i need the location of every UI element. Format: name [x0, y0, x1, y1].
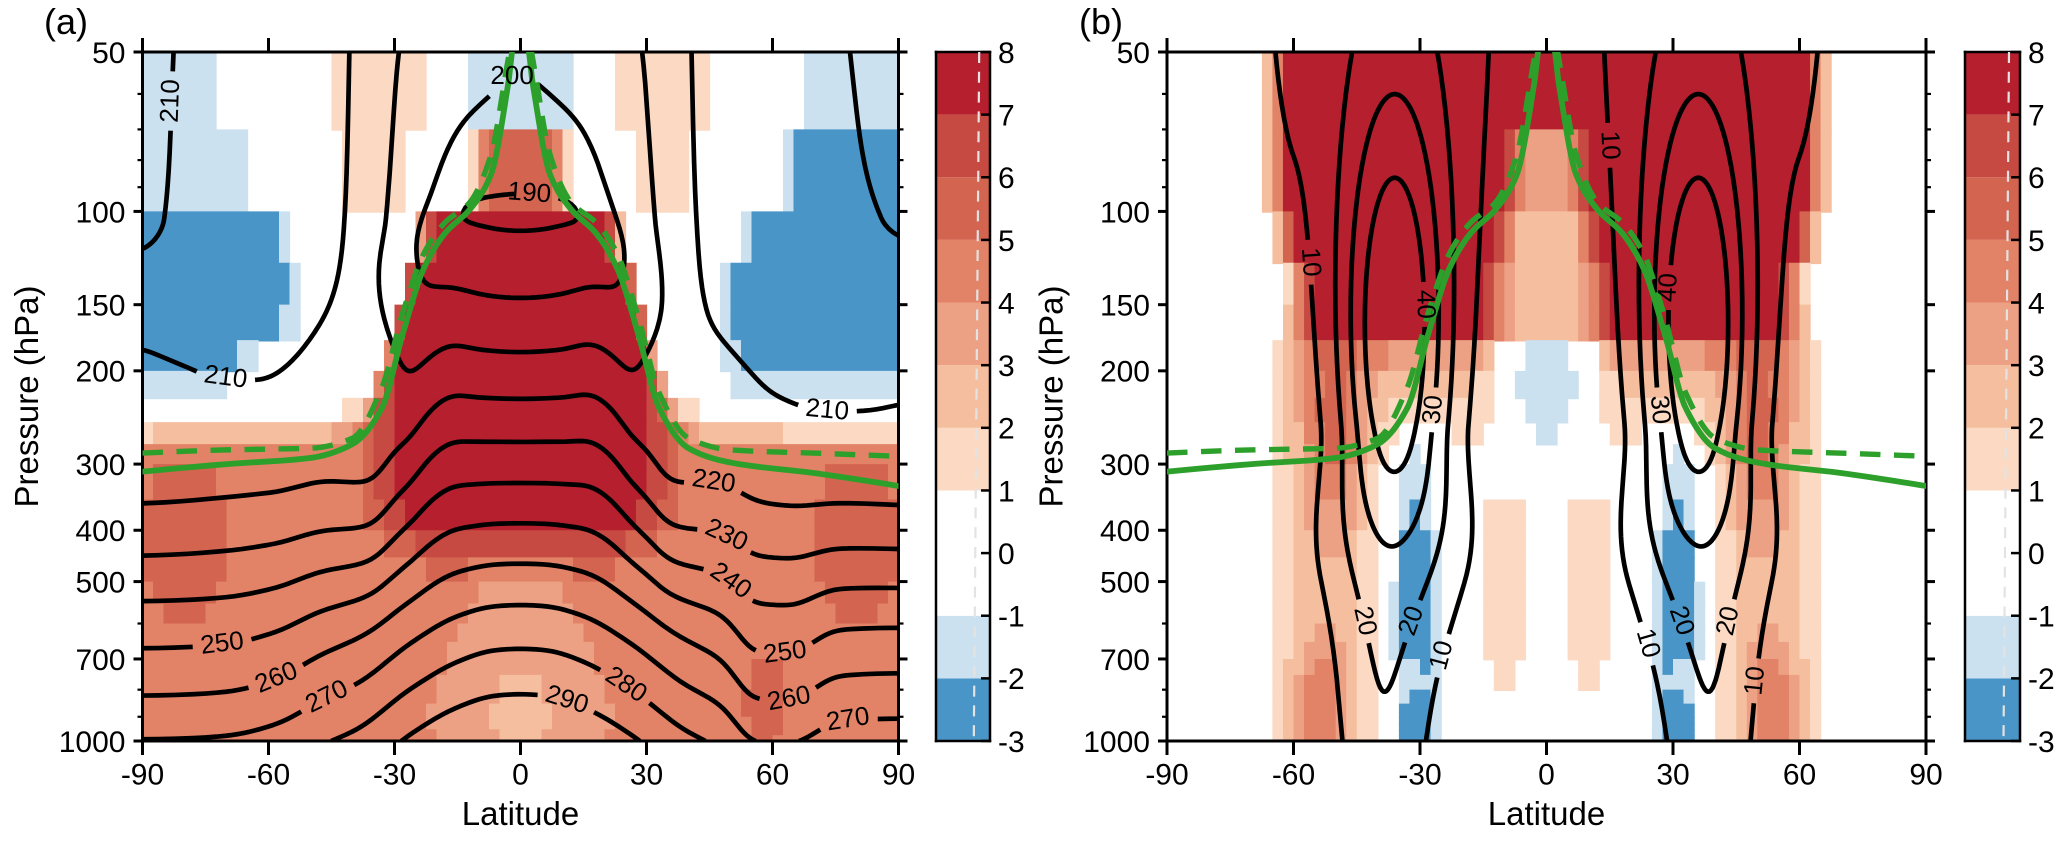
- svg-text:50: 50: [92, 37, 125, 70]
- svg-text:0: 0: [2028, 538, 2045, 571]
- svg-text:300: 300: [1100, 449, 1150, 482]
- svg-text:150: 150: [1100, 290, 1150, 323]
- svg-text:-30: -30: [373, 759, 416, 792]
- svg-text:7: 7: [2028, 100, 2045, 133]
- svg-text:5: 5: [998, 225, 1015, 258]
- svg-text:(b): (b): [1079, 1, 1123, 42]
- svg-text:-1: -1: [2028, 601, 2055, 634]
- svg-text:2: 2: [998, 413, 1015, 446]
- svg-text:Pressure (hPa): Pressure (hPa): [1032, 286, 1069, 508]
- svg-text:200: 200: [1100, 356, 1150, 389]
- svg-text:90: 90: [1909, 759, 1942, 792]
- svg-text:250: 250: [199, 625, 246, 660]
- svg-text:3: 3: [998, 350, 1015, 383]
- svg-text:150: 150: [75, 290, 125, 323]
- svg-text:400: 400: [1100, 515, 1150, 548]
- svg-text:1: 1: [2028, 475, 2045, 508]
- svg-text:-3: -3: [998, 726, 1025, 759]
- svg-text:4: 4: [998, 287, 1015, 320]
- svg-text:30: 30: [1645, 394, 1678, 426]
- svg-text:1000: 1000: [59, 726, 126, 759]
- svg-text:500: 500: [75, 566, 125, 599]
- svg-text:500: 500: [1100, 566, 1150, 599]
- svg-text:-1: -1: [998, 601, 1025, 634]
- svg-text:2: 2: [2028, 413, 2045, 446]
- svg-text:-2: -2: [2028, 663, 2055, 696]
- svg-text:90: 90: [882, 759, 915, 792]
- svg-text:10: 10: [1595, 130, 1626, 160]
- svg-text:-30: -30: [1398, 759, 1441, 792]
- svg-text:-2: -2: [998, 663, 1025, 696]
- svg-text:-3: -3: [2028, 726, 2055, 759]
- svg-text:Pressure (hPa): Pressure (hPa): [8, 286, 45, 508]
- svg-text:210: 210: [804, 392, 850, 426]
- svg-text:400: 400: [75, 515, 125, 548]
- svg-text:1000: 1000: [1083, 726, 1150, 759]
- svg-text:20: 20: [1709, 603, 1745, 638]
- svg-text:40: 40: [1411, 290, 1442, 320]
- svg-text:-90: -90: [1145, 759, 1188, 792]
- svg-text:50: 50: [1117, 37, 1150, 70]
- svg-text:210: 210: [202, 358, 249, 393]
- svg-text:Latitude: Latitude: [462, 795, 579, 832]
- svg-text:10: 10: [1296, 247, 1328, 278]
- svg-text:20: 20: [1348, 603, 1384, 638]
- svg-text:-60: -60: [1272, 759, 1315, 792]
- svg-text:270: 270: [824, 700, 871, 736]
- svg-text:0: 0: [998, 538, 1015, 571]
- svg-text:8: 8: [2028, 37, 2045, 70]
- svg-text:190: 190: [507, 175, 552, 208]
- svg-text:8: 8: [998, 37, 1015, 70]
- svg-text:0: 0: [512, 759, 529, 792]
- svg-text:60: 60: [1783, 759, 1816, 792]
- svg-text:250: 250: [761, 633, 808, 668]
- svg-text:60: 60: [756, 759, 789, 792]
- svg-text:200: 200: [490, 60, 533, 90]
- svg-text:40: 40: [1651, 272, 1682, 302]
- svg-text:210: 210: [154, 79, 186, 123]
- svg-text:220: 220: [690, 462, 737, 498]
- svg-text:10: 10: [1737, 665, 1770, 697]
- svg-text:100: 100: [75, 196, 125, 229]
- svg-text:6: 6: [998, 162, 1015, 195]
- svg-text:-90: -90: [121, 759, 164, 792]
- svg-text:5: 5: [2028, 225, 2045, 258]
- svg-text:Latitude: Latitude: [1488, 795, 1605, 832]
- svg-text:0: 0: [1538, 759, 1555, 792]
- svg-text:30: 30: [1656, 759, 1689, 792]
- svg-text:3: 3: [2028, 350, 2045, 383]
- svg-text:6: 6: [2028, 162, 2045, 195]
- svg-text:100: 100: [1100, 196, 1150, 229]
- svg-text:700: 700: [75, 644, 125, 677]
- svg-text:-60: -60: [247, 759, 290, 792]
- svg-text:1: 1: [998, 475, 1015, 508]
- svg-text:300: 300: [75, 449, 125, 482]
- svg-text:30: 30: [630, 759, 663, 792]
- svg-text:(a): (a): [44, 1, 88, 42]
- svg-text:7: 7: [998, 100, 1015, 133]
- svg-text:700: 700: [1100, 644, 1150, 677]
- svg-text:30: 30: [1416, 394, 1449, 426]
- svg-text:4: 4: [2028, 287, 2045, 320]
- svg-text:200: 200: [75, 356, 125, 389]
